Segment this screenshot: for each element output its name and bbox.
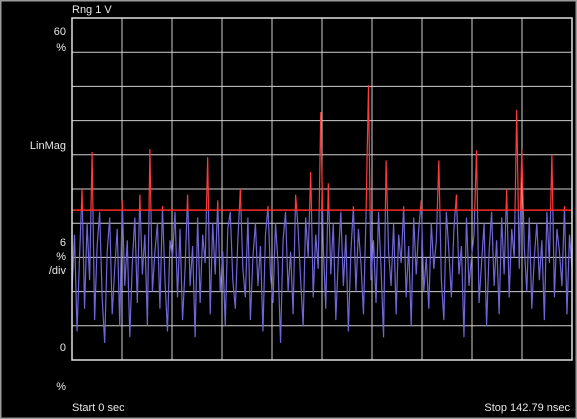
range-label: Rng 1 V <box>72 4 112 16</box>
scale-value: 6 <box>60 237 66 249</box>
plot-border <box>71 17 573 361</box>
y-axis-label: LinMag <box>30 140 66 152</box>
trace-below-limit <box>72 210 572 343</box>
stop-label: Stop 142.79 nsec <box>484 402 570 414</box>
trace-above-limit <box>80 85 566 211</box>
scale-per-div: /div <box>49 265 67 277</box>
y-tick-label: 0 <box>60 342 66 354</box>
start-label: Start 0 sec <box>72 402 125 414</box>
y-unit-top: % <box>56 42 66 54</box>
y-tick-label: 60 <box>54 26 66 38</box>
y-unit-bottom: % <box>56 381 66 393</box>
scale-unit: % <box>56 251 66 263</box>
